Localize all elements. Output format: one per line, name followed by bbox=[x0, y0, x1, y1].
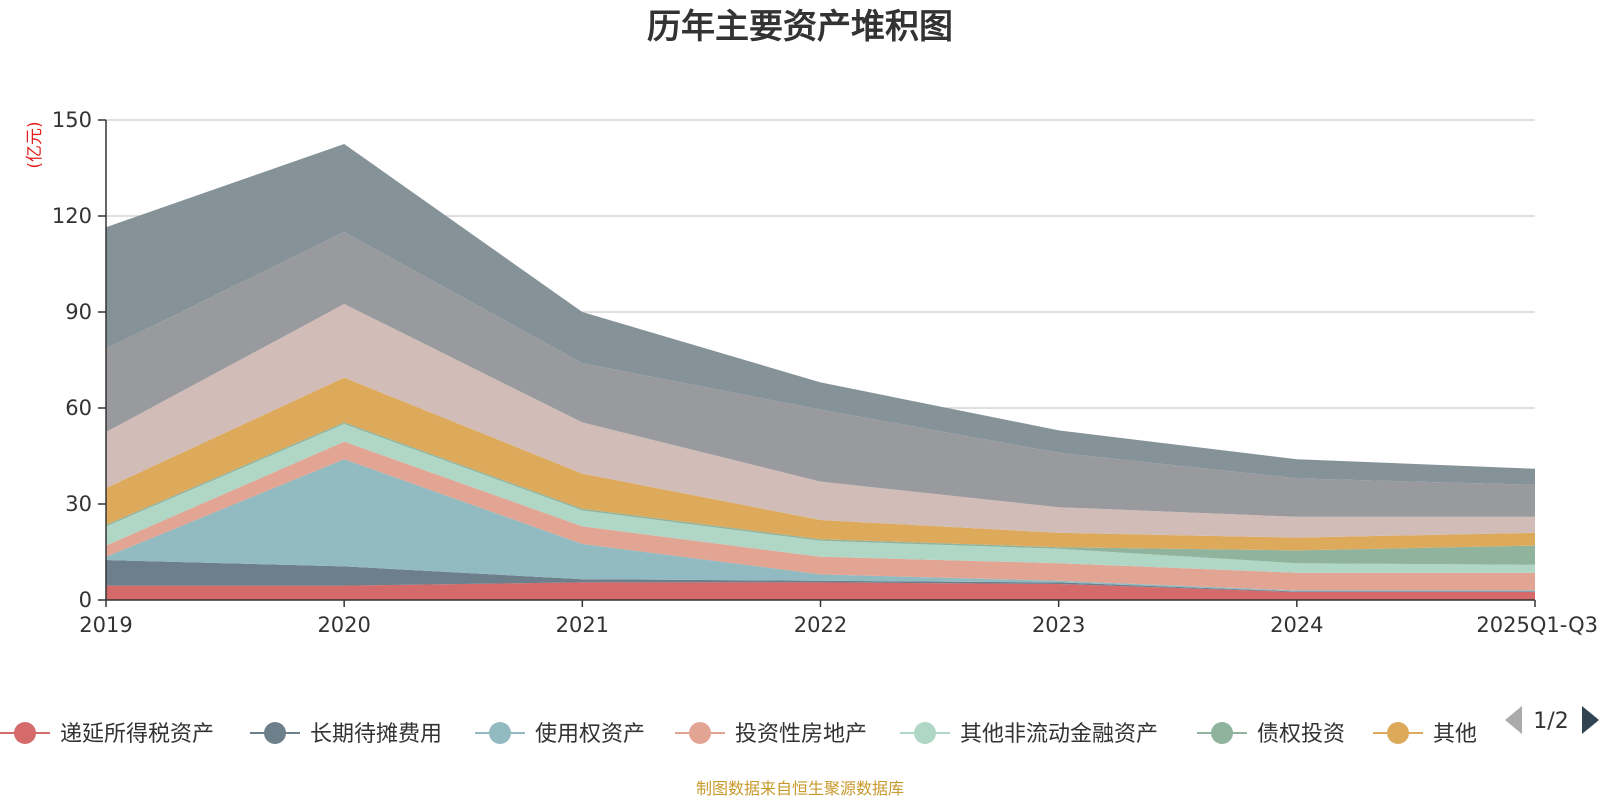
y-tick-label: 30 bbox=[65, 492, 92, 516]
area-series-8 bbox=[106, 304, 1535, 538]
area-series-3 bbox=[106, 459, 1535, 592]
legend-marker-icon bbox=[689, 722, 711, 744]
x-tick-label: 2022 bbox=[794, 613, 847, 637]
legend-marker-icon bbox=[264, 722, 286, 744]
area-series-10 bbox=[106, 144, 1535, 485]
legend-label: 使用权资产 bbox=[535, 722, 645, 747]
legend-label: 其他非流动金融资产 bbox=[960, 722, 1158, 747]
area-series-9 bbox=[106, 232, 1535, 517]
y-axis-unit-label: (亿元) bbox=[25, 121, 45, 168]
legend: 递延所得税资产 长期待摊费用 使用权资产 投资性房地产 其他非流动金融资产 债权投资 其他 bbox=[0, 722, 1477, 747]
legend-item[interactable]: 其他 bbox=[1373, 722, 1477, 747]
legend-label: 其他 bbox=[1433, 722, 1477, 747]
y-tick-label: 120 bbox=[52, 204, 92, 228]
x-tick-labels: 2019 2020 2021 2022 2023 2024 2025Q1-Q3 bbox=[79, 613, 1598, 637]
legend-label: 投资性房地产 bbox=[735, 722, 867, 747]
legend-label: 长期待摊费用 bbox=[310, 722, 442, 747]
chart-title: 历年主要资产堆积图 bbox=[647, 7, 953, 47]
x-tick-label: 2021 bbox=[556, 613, 609, 637]
legend-item[interactable]: 递延所得税资产 bbox=[0, 722, 214, 747]
legend-marker-icon bbox=[914, 722, 936, 744]
y-tick-label: 150 bbox=[52, 108, 92, 132]
x-tick-label: 2024 bbox=[1270, 613, 1323, 637]
source-note: 制图数据来自恒生聚源数据库 bbox=[696, 779, 904, 798]
legend-pager: 1/2 bbox=[1505, 706, 1599, 734]
legend-item[interactable]: 长期待摊费用 bbox=[250, 722, 442, 747]
x-tick-label: 2025Q1-Q3 bbox=[1476, 613, 1598, 637]
legend-marker-icon bbox=[14, 722, 36, 744]
y-tick-labels: 0 30 60 90 120 150 bbox=[52, 108, 92, 612]
legend-marker-icon bbox=[1387, 722, 1409, 744]
legend-item[interactable]: 使用权资产 bbox=[475, 722, 645, 747]
area-series-4 bbox=[106, 441, 1535, 591]
legend-page-indicator: 1/2 bbox=[1533, 709, 1568, 734]
legend-marker-icon bbox=[489, 722, 511, 744]
x-tick-label: 2023 bbox=[1032, 613, 1085, 637]
legend-prev-page-icon[interactable] bbox=[1505, 706, 1522, 734]
area-series-5 bbox=[106, 424, 1535, 573]
axes bbox=[98, 119, 1536, 607]
y-tick-label: 90 bbox=[65, 300, 92, 324]
y-tick-label: 60 bbox=[65, 396, 92, 420]
area-series-6 bbox=[106, 422, 1535, 565]
legend-item[interactable]: 投资性房地产 bbox=[675, 722, 867, 747]
y-tick-label: 0 bbox=[79, 588, 92, 612]
x-tick-label: 2019 bbox=[79, 613, 132, 637]
legend-next-page-icon[interactable] bbox=[1582, 706, 1599, 734]
legend-label: 递延所得税资产 bbox=[60, 722, 214, 747]
legend-marker-icon bbox=[1211, 722, 1233, 744]
area-series-2 bbox=[106, 560, 1535, 592]
legend-item[interactable]: 其他非流动金融资产 bbox=[900, 722, 1158, 747]
legend-label: 债权投资 bbox=[1257, 722, 1345, 747]
area-series-1 bbox=[106, 582, 1535, 600]
x-tick-label: 2020 bbox=[317, 613, 370, 637]
area-series bbox=[106, 144, 1535, 600]
legend-item[interactable]: 债权投资 bbox=[1197, 722, 1345, 747]
